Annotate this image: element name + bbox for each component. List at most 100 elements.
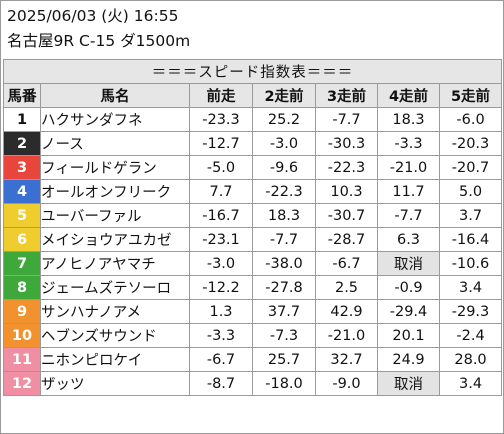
horse-name: オールオンフリーク bbox=[40, 179, 190, 204]
speed-index-2-races-ago: 37.7 bbox=[252, 299, 316, 324]
speed-index-3-races-ago: -9.0 bbox=[315, 371, 378, 396]
speed-index-3-races-ago: 32.7 bbox=[315, 347, 378, 372]
race-datetime: 2025/06/03 (火) 16:55 bbox=[7, 7, 179, 25]
speed-index-5-races-ago: 3.7 bbox=[438, 203, 503, 228]
table-row: 2 ノース -12.7 -3.0 -30.3 -3.3 -20.3 bbox=[3, 131, 503, 156]
speed-index-4-races-ago: 11.7 bbox=[377, 179, 440, 204]
horse-number-badge: 10 bbox=[3, 323, 41, 348]
speed-index-2-races-ago: -9.6 bbox=[252, 155, 316, 180]
speed-index-3-races-ago: -21.0 bbox=[315, 323, 378, 348]
horse-name: ジェームズテソーロ bbox=[40, 275, 190, 300]
speed-index-5-races-ago: -2.4 bbox=[438, 323, 503, 348]
table-row: 1 ハクサンダフネ -23.3 25.2 -7.7 18.3 -6.0 bbox=[3, 107, 503, 132]
speed-index-last-race: 1.3 bbox=[189, 299, 253, 324]
table-row: 11 ニホンピロケイ -6.7 25.7 32.7 24.9 28.0 bbox=[3, 347, 503, 372]
horse-name: ユーバーファル bbox=[40, 203, 190, 228]
speed-index-4-races-ago: -21.0 bbox=[377, 155, 440, 180]
table-row: 6 メイショウアユカゼ -23.1 -7.7 -28.7 6.3 -16.4 bbox=[3, 227, 503, 252]
speed-index-4-races-ago: -7.7 bbox=[377, 203, 440, 228]
column-header-2-races-ago: 2走前 bbox=[252, 83, 316, 108]
horse-number-badge: 9 bbox=[3, 299, 41, 324]
table-row: 3 フィールドゲラン -5.0 -9.6 -22.3 -21.0 -20.7 bbox=[3, 155, 503, 180]
speed-index-5-races-ago: 3.4 bbox=[438, 275, 503, 300]
horse-name: メイショウアユカゼ bbox=[40, 227, 190, 252]
column-header-5-races-ago: 5走前 bbox=[438, 83, 503, 108]
speed-index-last-race: 7.7 bbox=[189, 179, 253, 204]
speed-index-last-race: -3.0 bbox=[189, 251, 253, 276]
table-row: 4 オールオンフリーク 7.7 -22.3 10.3 11.7 5.0 bbox=[3, 179, 503, 204]
speed-index-last-race: -6.7 bbox=[189, 347, 253, 372]
speed-index-3-races-ago: 42.9 bbox=[315, 299, 378, 324]
speed-index-2-races-ago: -38.0 bbox=[252, 251, 316, 276]
speed-index-5-races-ago: -16.4 bbox=[438, 227, 503, 252]
speed-index-3-races-ago: -22.3 bbox=[315, 155, 378, 180]
speed-index-4-races-ago: -3.3 bbox=[377, 131, 440, 156]
table-row: 7 アノヒノアヤマチ -3.0 -38.0 -6.7 取消 -10.6 bbox=[3, 251, 503, 276]
speed-index-3-races-ago: -6.7 bbox=[315, 251, 378, 276]
speed-index-2-races-ago: 18.3 bbox=[252, 203, 316, 228]
horse-number-badge: 5 bbox=[3, 203, 41, 228]
speed-index-2-races-ago: -7.3 bbox=[252, 323, 316, 348]
table-row: 9 サンハナノアメ 1.3 37.7 42.9 -29.4 -29.3 bbox=[3, 299, 503, 324]
speed-index-last-race: -5.0 bbox=[189, 155, 253, 180]
speed-index-2-races-ago: -22.3 bbox=[252, 179, 316, 204]
speed-index-last-race: -12.2 bbox=[189, 275, 253, 300]
speed-index-2-races-ago: 25.7 bbox=[252, 347, 316, 372]
speed-index-4-races-ago: 6.3 bbox=[377, 227, 440, 252]
table-row: 10 ヘブンズサウンド -3.3 -7.3 -21.0 20.1 -2.4 bbox=[3, 323, 503, 348]
speed-index-last-race: -23.1 bbox=[189, 227, 253, 252]
horse-number-badge: 3 bbox=[3, 155, 41, 180]
table-banner: ＝＝＝スピード指数表＝＝＝ bbox=[2, 59, 503, 84]
speed-index-2-races-ago: -18.0 bbox=[252, 371, 316, 396]
column-header-name: 馬名 bbox=[40, 83, 190, 108]
speed-index-4-races-ago: 取消 bbox=[377, 251, 440, 276]
speed-index-4-races-ago: -0.9 bbox=[377, 275, 440, 300]
speed-index-2-races-ago: -27.8 bbox=[252, 275, 316, 300]
speed-index-5-races-ago: -29.3 bbox=[438, 299, 503, 324]
speed-index-2-races-ago: 25.2 bbox=[252, 107, 316, 132]
horse-number-badge: 12 bbox=[3, 371, 41, 396]
horse-name: ノース bbox=[40, 131, 190, 156]
horse-name: アノヒノアヤマチ bbox=[40, 251, 190, 276]
column-header-4-races-ago: 4走前 bbox=[377, 83, 440, 108]
horse-number-badge: 7 bbox=[3, 251, 41, 276]
speed-index-3-races-ago: -7.7 bbox=[315, 107, 378, 132]
column-header-last-race: 前走 bbox=[189, 83, 253, 108]
speed-index-4-races-ago: 20.1 bbox=[377, 323, 440, 348]
speed-index-last-race: -23.3 bbox=[189, 107, 253, 132]
horse-name: ニホンピロケイ bbox=[40, 347, 190, 372]
horse-number-badge: 8 bbox=[3, 275, 41, 300]
horse-name: サンハナノアメ bbox=[40, 299, 190, 324]
speed-index-3-races-ago: 2.5 bbox=[315, 275, 378, 300]
table-row: 12 ザッツ -8.7 -18.0 -9.0 取消 3.4 bbox=[3, 371, 503, 396]
speed-index-4-races-ago: -29.4 bbox=[377, 299, 440, 324]
horse-name: ハクサンダフネ bbox=[40, 107, 190, 132]
horse-number-badge: 4 bbox=[3, 179, 41, 204]
speed-index-5-races-ago: 3.4 bbox=[438, 371, 503, 396]
speed-index-3-races-ago: -30.7 bbox=[315, 203, 378, 228]
speed-index-table: ＝＝＝スピード指数表＝＝＝ 馬番 馬名 前走 2走前 3走前 4走前 5走前 1… bbox=[2, 59, 503, 396]
horse-name: フィールドゲラン bbox=[40, 155, 190, 180]
column-header-row: 馬番 馬名 前走 2走前 3走前 4走前 5走前 bbox=[3, 83, 503, 108]
horse-number-badge: 11 bbox=[3, 347, 41, 372]
speed-index-last-race: -16.7 bbox=[189, 203, 253, 228]
speed-index-5-races-ago: -10.6 bbox=[438, 251, 503, 276]
table-row: 8 ジェームズテソーロ -12.2 -27.8 2.5 -0.9 3.4 bbox=[3, 275, 503, 300]
speed-index-last-race: -8.7 bbox=[189, 371, 253, 396]
speed-index-5-races-ago: 28.0 bbox=[438, 347, 503, 372]
horse-number-badge: 1 bbox=[3, 107, 41, 132]
speed-index-5-races-ago: -6.0 bbox=[438, 107, 503, 132]
horse-number-badge: 2 bbox=[3, 131, 41, 156]
speed-index-4-races-ago: 24.9 bbox=[377, 347, 440, 372]
speed-index-3-races-ago: 10.3 bbox=[315, 179, 378, 204]
speed-index-2-races-ago: -3.0 bbox=[252, 131, 316, 156]
speed-index-3-races-ago: -28.7 bbox=[315, 227, 378, 252]
speed-index-last-race: -12.7 bbox=[189, 131, 253, 156]
speed-index-5-races-ago: 5.0 bbox=[438, 179, 503, 204]
speed-index-3-races-ago: -30.3 bbox=[315, 131, 378, 156]
race-info: 名古屋9R C-15 ダ1500m bbox=[7, 32, 191, 50]
speed-index-2-races-ago: -7.7 bbox=[252, 227, 316, 252]
speed-index-5-races-ago: -20.3 bbox=[438, 131, 503, 156]
horse-name: ザッツ bbox=[40, 371, 190, 396]
